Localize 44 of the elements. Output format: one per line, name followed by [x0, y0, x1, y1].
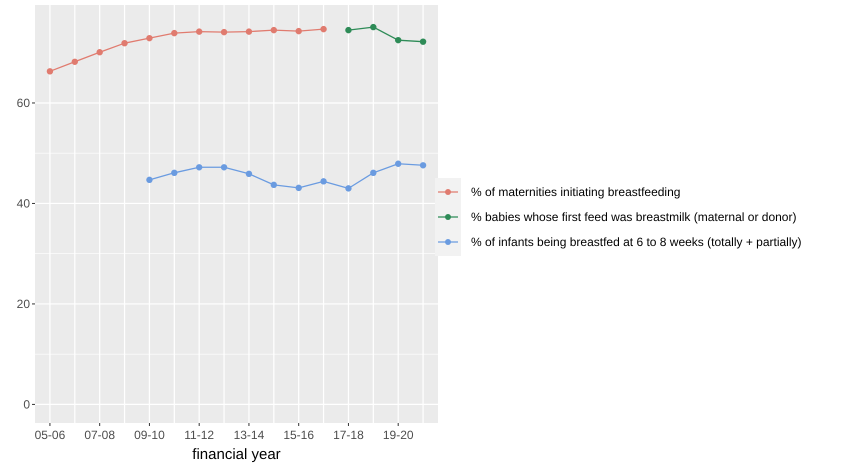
point [121, 40, 128, 46]
legend-label: % babies whose first feed was breastmilk (maternal or donor) [471, 210, 796, 224]
x-tick-label: 11-12 [184, 428, 214, 442]
point [246, 28, 252, 35]
legend-label: % of maternities initiating breastfeeding [471, 185, 680, 200]
point [72, 58, 78, 65]
point [196, 28, 202, 35]
x-tick-label: 19-20 [382, 428, 414, 442]
point [370, 24, 377, 30]
point [345, 185, 352, 192]
x-tick-label: 05-06 [34, 428, 66, 442]
x-tick-label: 17-18 [333, 428, 364, 442]
point [171, 30, 178, 36]
point [345, 26, 352, 34]
point [146, 34, 153, 42]
y-tick-label: 60 [16, 96, 30, 110]
x-tick-label: 09-10 [134, 428, 166, 442]
x-axis-title: financial year [192, 446, 281, 463]
point [295, 28, 302, 34]
point [320, 178, 327, 185]
point [171, 170, 178, 176]
point [395, 160, 402, 167]
y-tick-label: 40 [16, 196, 30, 211]
point [270, 26, 278, 34]
point [146, 176, 153, 184]
point [46, 68, 54, 75]
point [196, 164, 202, 170]
point [395, 36, 402, 44]
y-tick-label: 0 [23, 398, 30, 412]
y-tick-label: 20 [16, 297, 30, 312]
x-tick-label: 15-16 [283, 428, 314, 442]
point [220, 164, 228, 170]
point [270, 182, 278, 188]
point [96, 49, 103, 56]
point [295, 184, 302, 192]
x-tick-label: 13-14 [234, 428, 265, 442]
point [420, 38, 426, 45]
x-tick-label: 07-08 [84, 428, 116, 442]
point [246, 170, 252, 178]
point [220, 28, 228, 36]
legend-label: % of infants being breastfed at 6 to 8 weeks (totally + partially) [471, 235, 802, 250]
point [370, 170, 377, 176]
point [320, 26, 327, 32]
point [420, 162, 426, 168]
